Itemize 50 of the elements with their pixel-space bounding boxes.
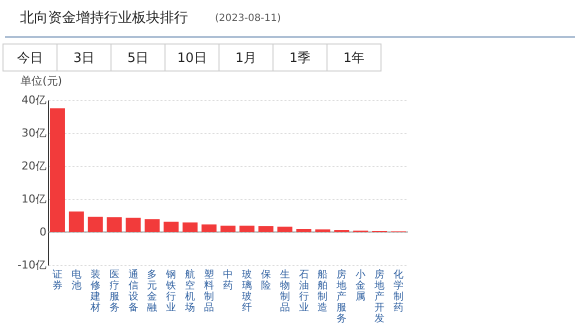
x-tick-label: 医疗服务 [109,270,120,314]
text: 5日 [127,51,149,66]
text: 1月 [235,51,257,66]
x-tick-label: 房地产服务 [336,268,347,323]
x-tick-label: 多元金融 [147,268,158,314]
bar [239,226,254,232]
y-tick-label: 40亿 [22,94,46,106]
x-tick-label: 中药 [223,268,233,292]
y-tick-label: 10亿 [22,192,46,206]
bar [296,229,312,232]
bar [126,218,141,232]
y-axis-title: 单位(元) [20,74,62,88]
bar [277,226,292,232]
x-tick-label: 通信设备 [128,268,138,314]
text: 3日 [73,51,95,66]
x-tick-label: 保险 [260,270,271,292]
x-tick-label: 生物制品 [280,268,290,314]
y-tick-label: 0 [40,226,46,238]
bar [50,108,65,232]
bar [202,224,217,232]
bar [315,229,330,232]
bar [106,217,122,232]
x-tick-label: 电池 [71,268,82,292]
chart-title: 北向资金增持行业板块排行 [20,10,188,26]
x-tick-label: 船舶制造 [318,270,328,314]
chart-subtitle: (2023-08-11) [215,13,282,24]
bar [220,226,236,232]
text: 1季 [289,51,311,66]
y-tick-label: 20亿 [22,160,46,172]
x-tick-label: 房地产开发 [374,268,385,323]
y-tick-label: -10亿 [18,258,46,272]
x-tick-label: 钢铁行业 [165,270,176,314]
bar [88,216,103,232]
x-tick-label: 石油行业 [298,270,309,314]
x-tick-label: 装修建材 [89,268,100,314]
bar [68,212,84,232]
text: 10日 [177,51,207,66]
x-tick-label: 证券 [52,268,62,292]
text: 今日 [17,51,43,66]
x-tick-label: 化学制药 [394,268,404,314]
x-tick-label: 塑料制品 [204,268,214,314]
bar [144,219,160,232]
x-tick-label: 玻璃玻纤 [242,268,252,314]
y-tick-label: 30亿 [22,126,46,140]
bar [182,222,198,232]
x-tick-label: 小金属 [356,268,366,302]
bar [164,222,179,232]
x-tick-label: 航空机场 [184,268,196,314]
bar [258,226,274,232]
text: 1年 [343,51,365,66]
